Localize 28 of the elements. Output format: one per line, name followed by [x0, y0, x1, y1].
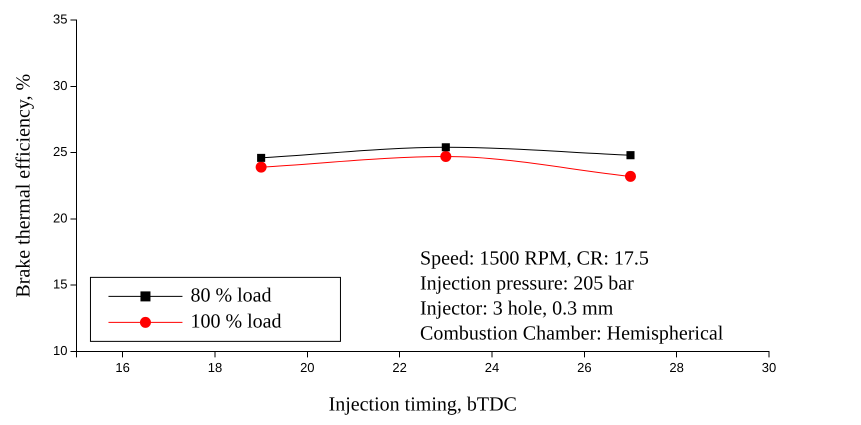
x-tick-label: 16: [115, 360, 130, 375]
x-tick-label: 28: [669, 360, 684, 375]
y-tick-label: 35: [52, 12, 68, 27]
x-tick-label: 30: [762, 360, 776, 375]
x-tick-label: 22: [392, 360, 407, 375]
point: [442, 143, 450, 152]
point: [440, 151, 452, 162]
x-axis-title: Injection timing, bTDC: [328, 393, 517, 416]
legend-label: 80 % load: [190, 284, 272, 307]
x-tick-label: 26: [577, 360, 592, 375]
x-tick-label: 20: [300, 360, 315, 375]
y-axis-title: Brake thermal efficiency, %: [12, 74, 34, 298]
point: [257, 154, 266, 162]
x-tick-label: 18: [208, 360, 222, 375]
y-tick-label: 10: [52, 342, 68, 358]
annotation: Injector: 3 hole, 0.3 mm: [420, 297, 614, 320]
y-tick-label: 25: [52, 144, 68, 160]
y-tick-label: 15: [52, 276, 68, 292]
x-tick-label: 24: [484, 360, 500, 375]
y-tick-label: 20: [52, 210, 68, 226]
y-tick-label: 30: [52, 78, 68, 93]
point: [626, 151, 635, 160]
point: [624, 170, 636, 182]
point: [256, 162, 267, 173]
annotation: Speed: 1500 RPM, CR: 17.5: [420, 247, 649, 270]
annotation: Injection pressure: 205 bar: [420, 272, 634, 294]
annotation: Combustion Chamber: Hemispherical: [420, 322, 724, 344]
legend-label: 100 % load: [190, 310, 282, 333]
